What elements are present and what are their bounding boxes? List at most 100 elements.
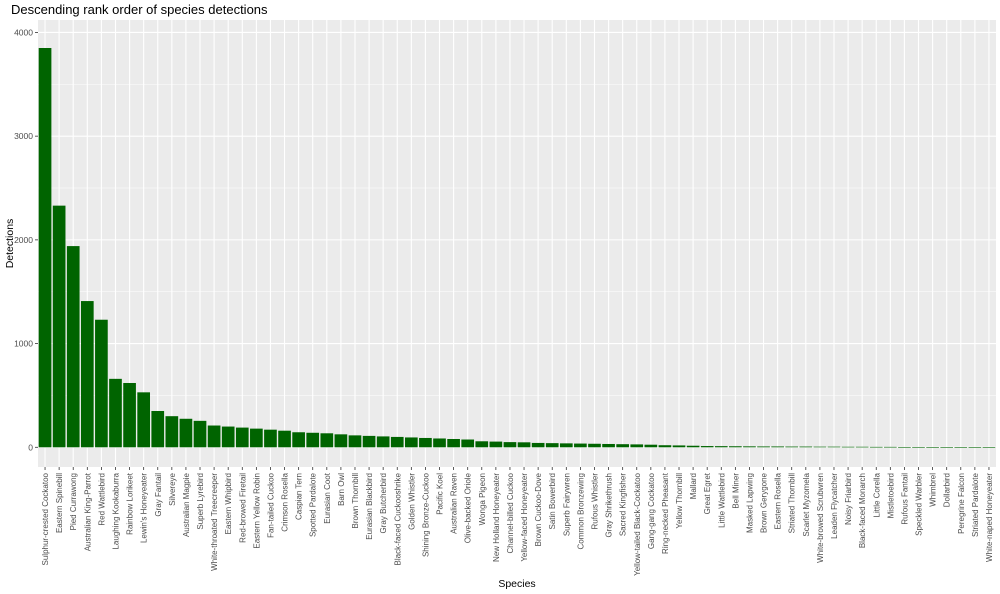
bar xyxy=(489,441,503,448)
x-tick-label: Noisy Friarbird xyxy=(844,473,853,525)
bar xyxy=(320,433,334,448)
x-tick-label: Peregrine Falcon xyxy=(957,473,966,534)
x-tick-label: Great Egret xyxy=(703,472,712,514)
x-axis: Sulphur-crested Cockatoo Eastern Spinebil… xyxy=(41,467,994,576)
x-tick-label: Australian Raven xyxy=(450,473,459,534)
bar xyxy=(179,418,193,448)
x-tick-label: Striated Pardalote xyxy=(971,472,980,537)
bar xyxy=(207,425,221,448)
bar xyxy=(306,432,320,448)
x-tick-label: Striated Thornbill xyxy=(788,473,797,534)
bar xyxy=(559,443,573,448)
bar xyxy=(334,434,348,448)
x-tick-label: Eastern Yellow Robin xyxy=(252,473,261,549)
x-tick-label: Channel-billed Cuckoo xyxy=(506,472,515,553)
x-tick-label: New Holland Honeyeater xyxy=(492,473,501,562)
x-tick-label: Spotted Pardalote xyxy=(309,472,318,537)
bar xyxy=(433,438,446,448)
bar xyxy=(292,432,305,448)
bar xyxy=(883,446,897,448)
x-tick-label: Eurasian Blackbird xyxy=(365,473,374,540)
bar xyxy=(827,446,841,448)
y-axis-title: Detections xyxy=(4,219,16,269)
x-tick-label: Barn Owl xyxy=(337,473,346,506)
bar xyxy=(376,436,390,448)
x-tick-label: Speckled Warbler xyxy=(915,473,924,536)
bar xyxy=(109,378,122,448)
bars xyxy=(38,48,996,448)
bar xyxy=(80,301,94,448)
y-tick-label: 1000 xyxy=(14,339,33,349)
bar xyxy=(743,446,756,448)
x-tick-label: Silvereye xyxy=(168,472,177,505)
x-tick-label: Red Wattlebird xyxy=(97,473,106,526)
bar xyxy=(137,392,151,448)
x-tick-label: Brown Gerygone xyxy=(760,472,769,533)
bar xyxy=(235,427,249,448)
bar xyxy=(588,443,601,448)
x-tick-label: Black-faced Cuckooshrike xyxy=(393,472,402,565)
bar xyxy=(841,446,855,448)
x-tick-label: Olive-backed Oriole xyxy=(464,472,473,543)
x-tick-label: Sulphur-crested Cockatoo xyxy=(41,472,50,565)
bar xyxy=(404,437,418,448)
bar xyxy=(574,443,587,448)
x-tick-label: Gang-gang Cockatoo xyxy=(647,472,656,549)
x-tick-label: Eastern Whipbird xyxy=(224,473,233,534)
x-tick-label: Brown Cuckoo-Dove xyxy=(534,472,543,546)
x-tick-label: Gray Butcherbird xyxy=(379,473,388,533)
bar xyxy=(193,420,207,448)
x-tick-label: Crimson Rosella xyxy=(281,472,290,531)
bar xyxy=(982,447,996,448)
bar xyxy=(390,436,404,448)
x-tick-label: Rufous Whistler xyxy=(590,473,599,530)
x-tick-label: Little Wattlebird xyxy=(717,473,726,528)
bar xyxy=(869,446,883,448)
bar xyxy=(686,445,700,448)
bar xyxy=(658,445,672,448)
x-tick-label: Mallard xyxy=(689,473,698,499)
bar xyxy=(52,205,66,448)
x-tick-label: Superb Lyrebird xyxy=(196,473,205,530)
y-tick-label: 3000 xyxy=(14,131,33,141)
bar xyxy=(813,446,827,448)
bar xyxy=(503,442,517,448)
x-tick-label: Common Bronzewing xyxy=(576,473,585,549)
x-tick-label: Gray Shrikethrush xyxy=(605,473,614,537)
bar xyxy=(447,438,460,448)
x-tick-label: White-naped Honeyeater xyxy=(985,473,994,562)
x-tick-label: Masked Lapwing xyxy=(745,473,754,533)
bar xyxy=(151,410,165,448)
bar xyxy=(926,447,939,448)
bar xyxy=(940,447,954,448)
x-tick-label: Bell Miner xyxy=(731,473,740,509)
x-tick-label: Brown Thornbill xyxy=(351,473,360,529)
bar xyxy=(278,430,291,448)
x-tick-label: Sacred Kingfisher xyxy=(619,473,628,536)
x-tick-label: Red-browed Firetail xyxy=(238,473,247,543)
bar xyxy=(757,446,770,448)
x-tick-label: Gray Fantail xyxy=(154,473,163,517)
x-tick-label: Dollarbird xyxy=(943,473,952,507)
x-tick-label: Yellow-tailed Black-Cockatoo xyxy=(633,472,642,575)
x-tick-label: Eastern Rosella xyxy=(774,472,783,529)
y-tick-label: 2000 xyxy=(14,235,33,245)
x-tick-label: Satin Bowerbird xyxy=(548,473,557,529)
bar xyxy=(348,435,362,448)
bar xyxy=(165,416,179,448)
bar xyxy=(475,441,489,448)
bar xyxy=(954,447,968,448)
y-tick-label: 4000 xyxy=(14,27,33,37)
bar xyxy=(616,444,630,448)
x-tick-label: Shining Bronze-Cuckoo xyxy=(421,472,430,557)
bar xyxy=(461,439,475,448)
bar xyxy=(95,319,108,448)
bar xyxy=(785,446,799,448)
x-tick-label: Lewin's Honeyeater xyxy=(140,473,149,543)
bar xyxy=(672,445,686,448)
bar xyxy=(362,435,376,448)
bar xyxy=(221,426,235,448)
y-tick-label: 0 xyxy=(28,442,33,452)
bar xyxy=(700,446,714,448)
plot-panel xyxy=(38,20,996,467)
